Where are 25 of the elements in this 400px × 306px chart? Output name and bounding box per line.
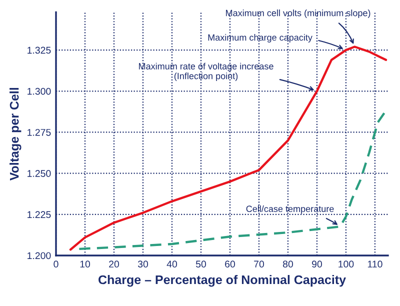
x-tick-label: 80 <box>282 260 293 268</box>
x-tick-label: 100 <box>338 260 354 268</box>
y-tick-label: 1.250 <box>28 170 51 177</box>
y-tick-label: 1.325 <box>28 46 51 54</box>
x-tick-label: 40 <box>166 260 178 268</box>
x-tick-label: 20 <box>109 260 120 268</box>
x-tick-label: 70 <box>254 260 264 268</box>
x-tick-label: 60 <box>225 260 235 268</box>
x-tick-label: 90 <box>312 260 322 268</box>
annotation: Cell/case temperature <box>246 205 334 214</box>
x-tick-label: 110 <box>368 260 382 268</box>
annotation: Maximum cell volts (minimum slope) <box>226 10 370 18</box>
line-series <box>69 46 388 251</box>
y-tick-label: 1.300 <box>28 88 51 95</box>
y-tick-label: 1.225 <box>28 211 51 218</box>
x-tick-label: 0 <box>54 260 58 268</box>
x-tick-label: 50 <box>196 260 206 268</box>
annotation: Maximum rate of voltage increase (Inflection point) <box>139 62 274 81</box>
annotation: Maximum charge capacity <box>208 34 312 42</box>
x-tick-label: 30 <box>138 260 148 268</box>
x-tick-label: 10 <box>80 260 90 268</box>
y-tick-label: 1.275 <box>28 128 51 136</box>
y-tick-label: 1.200 <box>28 252 51 260</box>
x-axis-title: Charge – Percentage of Nominal Capacity <box>98 274 346 287</box>
y-axis-title: Voltage per Cell <box>10 88 22 181</box>
